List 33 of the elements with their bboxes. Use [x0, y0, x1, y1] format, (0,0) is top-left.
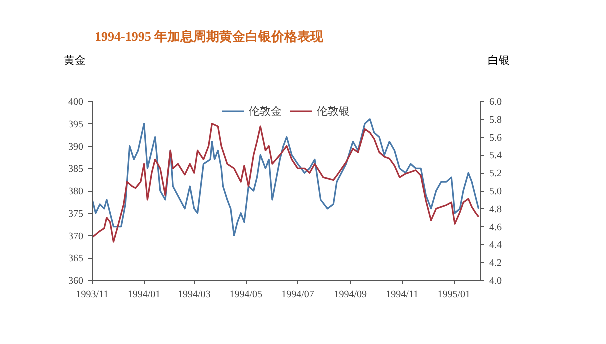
x-tick-label: 1994/01	[128, 290, 161, 300]
x-tick-label: 1994/11	[386, 290, 419, 300]
chart-title: 1994-1995 年加息周期黄金白银价格表现	[95, 28, 324, 46]
y2-tick-label: 5.8	[490, 114, 502, 126]
legend-label: 伦敦银	[317, 104, 350, 118]
x-tick-label: 1994/07	[282, 290, 314, 300]
x-tick-label: 1995/01	[438, 290, 471, 300]
y2-tick-label: 4.2	[490, 258, 502, 270]
x-tick-label: 1994/09	[334, 290, 367, 300]
y2-tick-label: 5.6	[490, 132, 502, 144]
y2-tick-label: 4.4	[490, 240, 502, 252]
y-tick-label: 390	[68, 142, 84, 153]
y-tick-label: 385	[68, 164, 84, 176]
x-tick-label: 1994/05	[230, 290, 263, 300]
y2-tick-label: 4.0	[490, 276, 502, 287]
y2-tick-label: 4.6	[490, 222, 502, 234]
y-axis-title: 黄金	[64, 54, 86, 69]
y-tick-label: 370	[68, 231, 84, 242]
y2-tick-label: 5.0	[490, 186, 502, 198]
legend-label: 伦敦金	[249, 104, 282, 118]
y-tick-label: 400	[68, 97, 84, 108]
y2-tick-label: 6.0	[490, 97, 502, 108]
x-tick-label: 1993/11	[76, 290, 109, 300]
y2-tick-label: 5.2	[490, 168, 502, 180]
x-tick-label: 1994/03	[178, 290, 211, 300]
y2-tick-label: 5.4	[490, 150, 502, 162]
y-tick-label: 360	[68, 276, 84, 287]
y-tick-label: 380	[68, 186, 84, 198]
y-tick-label: 375	[68, 208, 84, 220]
y-tick-label: 365	[68, 254, 84, 265]
y2-axis-title: 白银	[488, 54, 510, 69]
y2-tick-label: 4.8	[490, 204, 502, 216]
y-tick-label: 395	[68, 119, 84, 130]
